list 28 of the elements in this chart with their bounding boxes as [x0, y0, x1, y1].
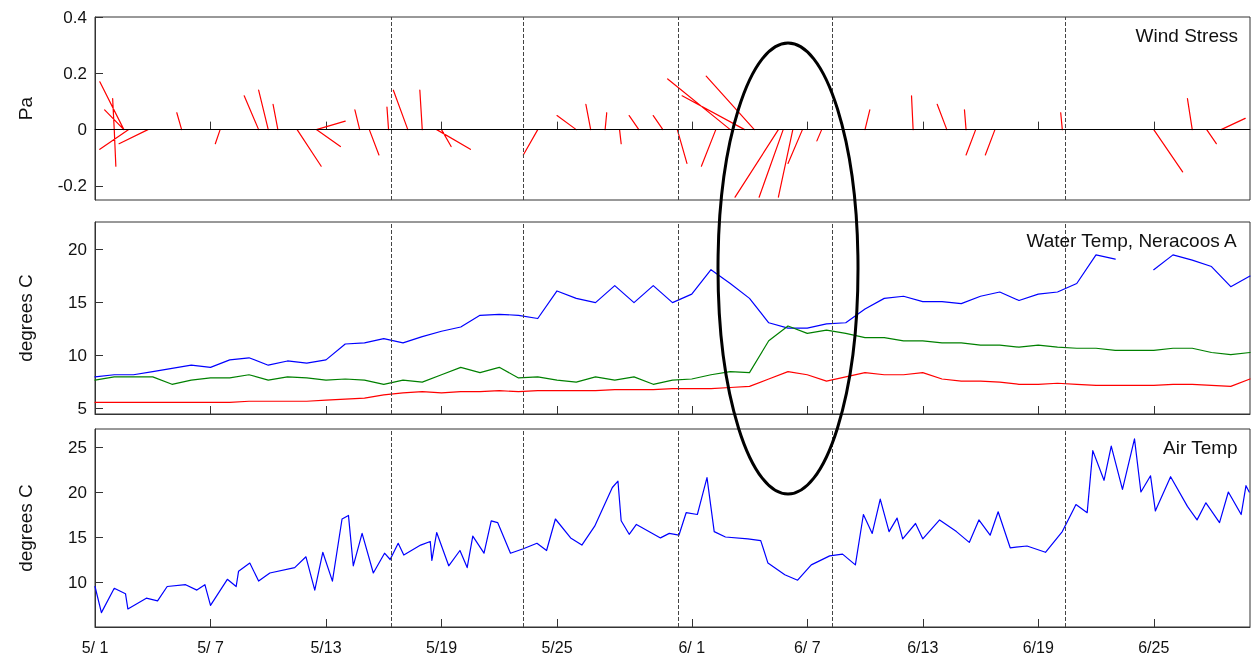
- x-tick-label: 6/ 1: [678, 638, 706, 656]
- chart-title: Air Temp: [1163, 437, 1238, 458]
- y-tick-label: 0.4: [63, 7, 87, 27]
- y-tick-label: 15: [68, 527, 87, 547]
- y-tick-label: 0: [77, 120, 87, 140]
- x-tick-label: 6/19: [1022, 638, 1054, 656]
- y-tick-label: 15: [68, 293, 87, 313]
- y-tick-label: 0.2: [63, 63, 87, 83]
- y-tick-label: 20: [68, 482, 87, 502]
- y-axis-title: degrees C: [15, 484, 36, 572]
- x-tick-label: 5/19: [425, 638, 458, 656]
- y-tick-label: 5: [77, 399, 87, 419]
- y-tick-label: 20: [68, 240, 87, 260]
- x-tick-label: 5/13: [310, 638, 342, 656]
- chart-title: Water Temp, Neracoos A: [1026, 230, 1237, 251]
- y-tick-label: 25: [68, 437, 87, 457]
- y-tick-label: 10: [68, 346, 87, 366]
- x-tick-label: 6/ 7: [793, 638, 821, 656]
- y-axis-title: degrees C: [15, 274, 36, 362]
- y-tick-label: -0.2: [57, 176, 87, 196]
- x-tick-label: 6/13: [907, 638, 939, 656]
- x-tick-label: 5/ 1: [81, 638, 109, 656]
- chart-title: Wind Stress: [1135, 25, 1239, 46]
- x-tick-label: 6/25: [1138, 638, 1170, 656]
- y-tick-label: 10: [68, 572, 87, 592]
- x-tick-label: 5/25: [541, 638, 573, 656]
- x-tick-label: 5/ 7: [197, 638, 224, 656]
- y-axis-title: Pa: [15, 96, 36, 121]
